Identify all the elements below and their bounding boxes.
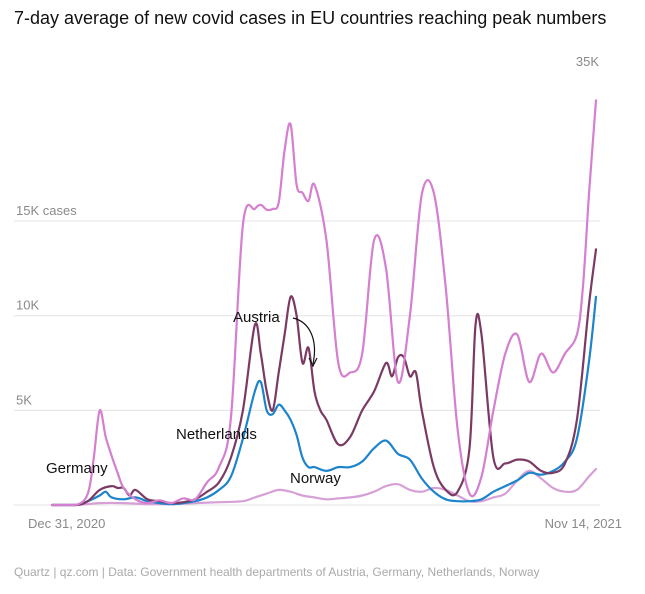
y-tick-10000: 10K xyxy=(16,298,39,313)
austria-arrow xyxy=(292,317,315,365)
x-tick-start: Dec 31, 2020 xyxy=(28,516,105,531)
label-norway: Norway xyxy=(290,470,341,487)
y-tick-labels: 5K 10K 15K cases 35K xyxy=(16,54,599,407)
y-tick-35000: 35K xyxy=(576,54,599,69)
line-chart: 5K 10K 15K cases 35K Dec 31, 2020 Nov 14, 2… xyxy=(14,54,622,531)
series-line-norway xyxy=(50,467,598,507)
series-line-austria xyxy=(50,248,598,507)
series-line-germany xyxy=(50,99,598,507)
austria-arrowhead xyxy=(308,357,318,368)
chart-title: 7-day average of new covid cases in EU c… xyxy=(14,8,607,28)
x-tick-end: Nov 14, 2021 xyxy=(545,516,622,531)
label-netherlands: Netherlands xyxy=(176,426,257,443)
source-note: Quartz | qz.com | Data: Government healt… xyxy=(14,565,540,579)
label-austria: Austria xyxy=(233,309,280,326)
series-lines xyxy=(50,99,598,507)
y-tick-5000: 5K xyxy=(16,392,32,407)
label-germany: Germany xyxy=(46,460,108,477)
gridlines xyxy=(14,220,600,506)
y-tick-15000: 15K cases xyxy=(16,203,77,218)
